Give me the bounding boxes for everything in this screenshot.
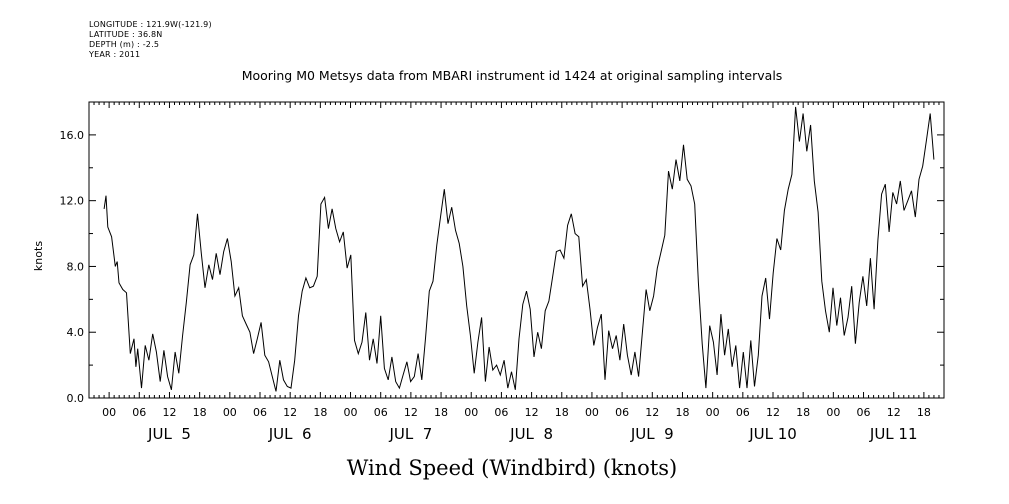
x-tick-label: 18 — [313, 406, 327, 419]
y-tick-label: 0.0 — [67, 392, 85, 405]
depth-text: DEPTH (m) : -2.5 — [89, 40, 160, 49]
x-tick-label: 12 — [887, 406, 901, 419]
x-day-label: JUL 10 — [748, 425, 797, 443]
x-tick-label: 12 — [525, 406, 539, 419]
x-tick-label: 06 — [736, 406, 750, 419]
plot-frame — [88, 101, 945, 399]
y-tick-label: 16.0 — [60, 129, 85, 142]
x-tick-label: 18 — [193, 406, 207, 419]
x-day-label: JUL 9 — [630, 425, 674, 443]
x-tick-label: 00 — [706, 406, 720, 419]
x-tick-label: 06 — [494, 406, 508, 419]
x-tick-label: 18 — [434, 406, 448, 419]
chart-title: Mooring M0 Metsys data from MBARI instru… — [242, 68, 783, 83]
x-tick-label: 00 — [826, 406, 840, 419]
metadata-block: LONGITUDE : 121.9W(-121.9) LATITUDE : 36… — [89, 20, 212, 60]
x-tick-label: 06 — [857, 406, 871, 419]
latitude-text: LATITUDE : 36.8N — [89, 30, 163, 39]
x-tick-label: 00 — [223, 406, 237, 419]
x-day-label: JUL 11 — [869, 425, 918, 443]
x-tick-label: 12 — [404, 406, 418, 419]
x-axis-label: Wind Speed (Windbird) (knots) — [347, 456, 677, 480]
year-text: YEAR : 2011 — [89, 50, 141, 59]
x-tick-label: 12 — [162, 406, 176, 419]
x-tick-label: 06 — [615, 406, 629, 419]
x-tick-label: 00 — [585, 406, 599, 419]
x-day-label: JUL 6 — [268, 425, 312, 443]
x-day-label: JUL 7 — [388, 425, 432, 443]
x-tick-label: 00 — [102, 406, 116, 419]
wind-speed-series-line — [103, 106, 935, 392]
y-tick-label: 12.0 — [60, 195, 85, 208]
y-tick-label: 4.0 — [67, 326, 85, 339]
x-tick-label: 12 — [283, 406, 297, 419]
y-axis-label: knots — [32, 241, 45, 271]
x-tick-label: 00 — [344, 406, 358, 419]
x-tick-label: 12 — [645, 406, 659, 419]
x-tick-label: 00 — [464, 406, 478, 419]
longitude-text: LONGITUDE : 121.9W(-121.9) — [89, 20, 212, 29]
x-tick-label: 12 — [766, 406, 780, 419]
x-tick-label: 06 — [374, 406, 388, 419]
x-tick-label: 18 — [555, 406, 569, 419]
x-tick-label: 18 — [675, 406, 689, 419]
y-tick-label: 8.0 — [67, 260, 85, 273]
x-day-label: JUL 5 — [147, 425, 191, 443]
x-tick-label: 06 — [132, 406, 146, 419]
x-tick-label: 18 — [796, 406, 810, 419]
x-tick-label: 06 — [253, 406, 267, 419]
x-tick-label: 18 — [917, 406, 931, 419]
x-day-label: JUL 8 — [509, 425, 553, 443]
